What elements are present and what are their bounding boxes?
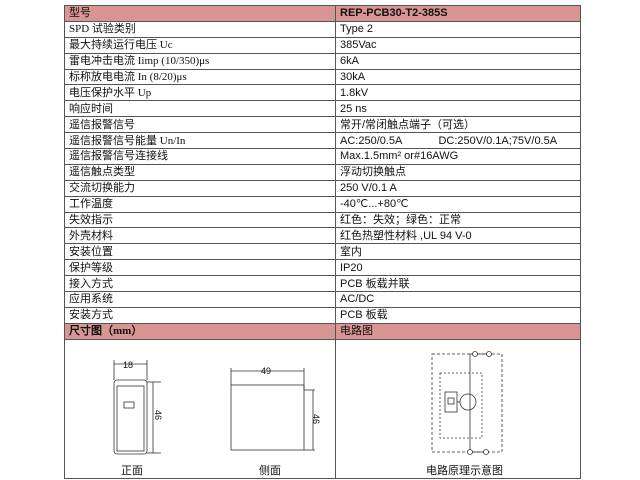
spec-row: 安装位置 室内 (64, 243, 581, 261)
spec-row: 失效指示 红色：失效；绿色：正常 (64, 211, 581, 229)
spec-label: SPD 试验类别 (64, 20, 336, 38)
spec-label: 失效指示 (64, 211, 336, 229)
spec-row: 遥信报警信号 常开/常闭触点端子（可选） (64, 116, 581, 134)
spec-label: 应用系统 (64, 291, 336, 308)
spec-value: Type 2 (335, 20, 581, 38)
spec-label: 遥信报警信号 (64, 116, 336, 134)
spec-value: 红色：失效；绿色：正常 (335, 211, 581, 229)
circuit-diagram-svg (431, 350, 503, 455)
spec-row: 遥信报警信号连接线 Max.1.5mm² or#16AWG (64, 148, 581, 165)
spec-value: PCB 板载 (335, 306, 581, 324)
circuit-header: 电路图 (335, 322, 581, 340)
spec-row: 安装方式 PCB 板载 (64, 306, 581, 324)
spec-value: -40℃...+80℃ (335, 195, 581, 213)
spec-label: 雷电冲击电流 Iimp (10/350)μs (64, 52, 336, 70)
spec-label: 遥信报警信号连接线 (64, 148, 336, 165)
spec-table: 型号 REP-PCB30-T2-385S SPD 试验类别 Type 2 最大持续运… (64, 5, 581, 479)
spec-row: 应用系统 AC/DC (64, 291, 581, 308)
spec-label: 标称放电电流 In (8/20)μs (64, 68, 336, 86)
dimension-drawings: 18 46 49 46 正面 侧面 (64, 338, 336, 479)
spec-row: 遥信触点类型 浮动切换触点 (64, 163, 581, 181)
side-caption: 侧面 (259, 464, 281, 477)
spec-label: 安装位置 (64, 243, 336, 261)
spec-label: 遥信触点类型 (64, 163, 336, 181)
spec-label: 接入方式 (64, 275, 336, 293)
spec-row: 标称放电电流 In (8/20)μs 30kA (64, 68, 581, 86)
spec-row: 工作温度 -40℃...+80℃ (64, 195, 581, 213)
spec-value: 25 ns (335, 100, 581, 118)
side-width-label: 49 (261, 365, 272, 376)
spec-row: 电压保护水平 Up 1.8kV (64, 84, 581, 102)
front-caption: 正面 (121, 464, 143, 477)
spec-row: 接入方式 PCB 板载并联 (64, 275, 581, 293)
dimensions-header: 尺寸图（mm） (64, 322, 336, 340)
spec-label: 遥信报警信号能量 Un/In (64, 132, 336, 150)
spec-value: 红色热塑性材料 ,UL 94 V-0 (335, 227, 581, 245)
spec-label: 最大持续运行电压 Uc (64, 36, 336, 54)
spec-row: 遥信报警信号能量 Un/In AC:250/0.5A DC:250V/0.1A;7… (64, 132, 581, 150)
drawings-header-row: 尺寸图（mm） 电路图 (64, 322, 581, 340)
spec-value: 385Vac (335, 36, 581, 54)
spec-row: 雷电冲击电流 Iimp (10/350)μs 6kA (64, 52, 581, 70)
spec-row: 外壳材料 红色热塑性材料 ,UL 94 V-0 (64, 227, 581, 245)
header-value: REP-PCB30-T2-385S (335, 5, 581, 22)
spec-value: 6kA (335, 52, 581, 70)
spec-label: 交流切换能力 (64, 179, 336, 197)
spec-label: 响应时间 (64, 100, 336, 118)
spec-row: 保护等级 IP20 (64, 259, 581, 277)
circuit-caption: 电路原理示意图 (426, 464, 503, 477)
front-width-label: 18 (123, 359, 134, 370)
spec-row: 响应时间 25 ns (64, 100, 581, 118)
side-height-label: 46 (311, 413, 322, 424)
spec-value: 250 V/0.1 A (335, 179, 581, 197)
spec-value: 室内 (335, 243, 581, 261)
front-height-label: 46 (153, 409, 164, 420)
spec-value: AC:250/0.5A DC:250V/0.1A;75V/0.5A (335, 132, 581, 150)
spec-value: 浮动切换触点 (335, 163, 581, 181)
header-label: 型号 (64, 5, 336, 22)
spec-value: IP20 (335, 259, 581, 277)
spec-label: 外壳材料 (64, 227, 336, 245)
spec-label: 电压保护水平 Up (64, 84, 336, 102)
spec-value: 1.8kV (335, 84, 581, 102)
spec-row: SPD 试验类别 Type 2 (64, 20, 581, 38)
spec-value: 常开/常闭触点端子（可选） (335, 116, 581, 134)
spec-label: 工作温度 (64, 195, 336, 213)
circuit-drawing: 电路原理示意图 (335, 338, 581, 479)
spec-row: 交流切换能力 250 V/0.1 A (64, 179, 581, 197)
drawings-row: 18 46 49 46 正面 侧面 电路原理示意图 (64, 338, 581, 479)
spec-label: 保护等级 (64, 259, 336, 277)
spec-label: 安装方式 (64, 306, 336, 324)
spec-value: PCB 板载并联 (335, 275, 581, 293)
spec-value: AC/DC (335, 291, 581, 308)
spec-value: 30kA (335, 68, 581, 86)
spec-row: 最大持续运行电压 Uc 385Vac (64, 36, 581, 54)
header-row: 型号 REP-PCB30-T2-385S (64, 5, 581, 22)
dimension-drawing-svg (113, 359, 315, 455)
spec-value: Max.1.5mm² or#16AWG (335, 148, 581, 165)
